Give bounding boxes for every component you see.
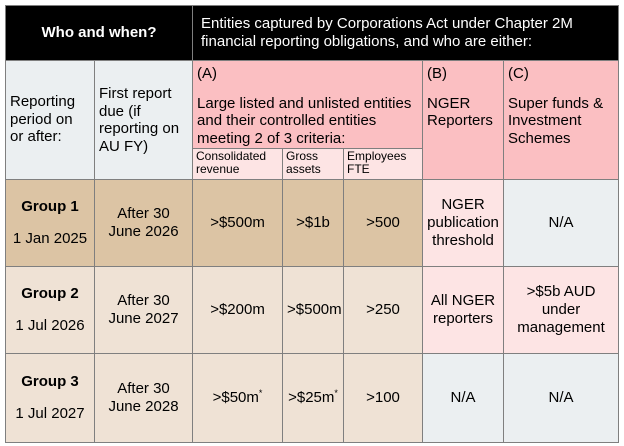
group-b-description: NGER Reporters [427, 94, 493, 130]
employees-cell: >500 [343, 178, 424, 267]
table-row: Group 2 1 Jul 2026 After 30 June 2027 >$… [5, 265, 620, 354]
revenue-footnote-mark: * [258, 387, 263, 398]
assets-cell: >$1b [282, 178, 345, 267]
super-funds-cell: N/A [503, 178, 620, 267]
assets-cell: >$500m [282, 265, 345, 354]
first-report-header: First report due (if reporting on AU FY) [93, 60, 194, 180]
super-funds-cell: >$5b AUD under management [503, 265, 620, 354]
assets-value: >$1b [296, 213, 330, 231]
who-and-when-header: Who and when? [4, 5, 194, 61]
nger-cell: All NGER reporters [422, 265, 505, 354]
revenue-cell: >$500m [192, 178, 284, 267]
entities-header-line-2: financial reporting obligations, and who… [201, 33, 533, 50]
entities-header: Entities captured by Corporations Act un… [192, 5, 620, 61]
group-a-label: (A) [197, 65, 218, 82]
employees-cell: >100 [343, 352, 424, 443]
group-date: 1 Jul 2026 [15, 316, 85, 334]
group-b-header: (B) NGER Reporters [422, 60, 505, 180]
reporting-table: Who and when? Entities captured by Corpo… [4, 5, 620, 443]
group-cell: Group 3 1 Jul 2027 [5, 352, 95, 443]
first-report-cell: After 30 June 2027 [93, 265, 194, 354]
group-c-label: (C) [508, 65, 529, 82]
first-report-cell: After 30 June 2028 [93, 352, 194, 443]
gross-assets-subheader: Gross assets [282, 147, 345, 180]
column-header-row: Reporting period on or after: First repo… [5, 60, 620, 180]
employees-cell: >250 [343, 265, 424, 354]
title-row: Who and when? Entities captured by Corpo… [4, 5, 620, 61]
entities-header-line-1: Entities captured by Corporations Act un… [201, 15, 573, 32]
group-c-header: (C) Super funds & Investment Schemes [503, 60, 620, 180]
revenue-value: >$50m [212, 388, 259, 406]
nger-cell: N/A [422, 352, 505, 443]
group-cell: Group 2 1 Jul 2026 [5, 265, 95, 354]
group-date: 1 Jul 2027 [15, 404, 85, 422]
group-a-description: Large listed and unlisted entities and t… [197, 94, 412, 148]
nger-cell: NGER publication threshold [422, 178, 505, 267]
assets-value: >$25m [288, 388, 335, 406]
criteria-subheader-row: Consolidated revenue Gross assets Employ… [6, 147, 619, 180]
group-name: Group 3 [21, 373, 79, 391]
consolidated-revenue-subheader: Consolidated revenue [192, 147, 284, 180]
group-name: Group 2 [21, 285, 79, 303]
group-date: 1 Jan 2025 [12, 229, 88, 247]
employees-fte-subheader: Employees FTE [343, 147, 424, 180]
group-b-label: (B) [427, 65, 448, 82]
group-cell: Group 1 1 Jan 2025 [5, 178, 95, 267]
super-funds-cell: N/A [503, 352, 620, 443]
group-c-description: Super funds & Investment Schemes [508, 94, 604, 148]
revenue-value: >$200m [210, 300, 265, 318]
revenue-cell: >$50m* [192, 352, 284, 443]
group-a-header: (A) Large listed and unlisted entities a… [192, 60, 424, 149]
first-report-cell: After 30 June 2026 [93, 178, 194, 267]
assets-footnote-mark: * [334, 387, 338, 398]
reporting-period-header: Reporting period on or after: [5, 60, 95, 180]
revenue-value: >$500m [210, 213, 265, 231]
assets-value: >$500m [287, 300, 342, 318]
assets-cell: >$25m* [282, 352, 345, 443]
table-row: Group 1 1 Jan 2025 After 30 June 2026 >$… [5, 178, 620, 267]
group-name: Group 1 [21, 198, 79, 216]
table-row: Group 3 1 Jul 2027 After 30 June 2028 >$… [5, 352, 620, 443]
revenue-cell: >$200m [192, 265, 284, 354]
